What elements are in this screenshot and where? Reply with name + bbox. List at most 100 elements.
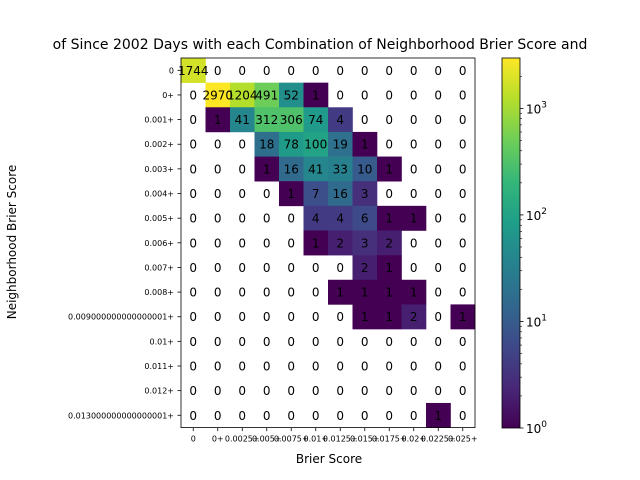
cell-value-label: 0 [459,384,467,398]
cell-value-label: 0 [361,113,369,127]
heatmap-cell [230,107,255,133]
cell-value-label: 7 [312,187,320,201]
cell-value-label: 0 [263,286,271,300]
heatmap-cell [303,205,329,231]
cell-value-label: 0 [410,162,418,176]
cell-value-label: 0 [385,88,393,102]
cell-value-label: 0 [434,212,442,226]
x-tick-label: 0.0075+ [274,435,309,444]
cell-value-label: 0 [434,88,442,102]
cell-value-label: 0 [385,138,393,152]
heatmap-cell [352,205,378,231]
cell-value-label: 3 [361,187,369,201]
cell-value-label: 0 [410,113,418,127]
cell-value-label: 74 [308,113,323,127]
heatmap-cell [279,131,304,157]
cell-value-label: 0 [238,310,246,324]
heatmap-cell [328,230,353,256]
heatmap-cell [181,58,206,83]
cell-value-label: 0 [336,64,344,78]
cell-value-label: 0 [189,236,197,250]
heatmap-cell [254,107,280,133]
cell-value-label: 2 [361,261,369,275]
colorbar-tick-label: 103 [526,100,547,116]
heatmap-cell [377,255,402,281]
y-tick-label: 0.006+ [144,239,174,248]
cell-value-label: 0 [238,236,246,250]
cell-value-label: 0 [459,113,467,127]
cell-value-label: 0 [263,384,271,398]
cell-value-label: 0 [189,360,197,374]
heatmap-cell [352,304,378,330]
cell-value-label: 1 [361,138,369,152]
heatmap-cell [328,205,353,231]
cell-value-label: 10 [357,162,372,176]
y-axis-label: Neighborhood Brier Score [5,165,19,320]
cell-value-label: 1 [385,261,393,275]
cell-value-label: 0 [238,187,246,201]
heatmap-cell [328,279,353,305]
cell-value-label: 0 [312,286,320,300]
cell-value-label: 0 [263,409,271,423]
cell-value-label: 0 [238,335,246,349]
cell-value-label: 0 [238,162,246,176]
cell-value-label: 0 [214,335,222,349]
cell-value-label: 0 [287,236,295,250]
heatmap-cell [279,107,304,133]
cell-value-label: 1 [263,162,271,176]
heatmap-cell [352,230,378,256]
cell-value-label: 1 [385,286,393,300]
cell-value-label: 0 [459,138,467,152]
cell-value-label: 0 [434,138,442,152]
heatmap-cell [279,156,304,182]
y-tick-label: 0.008+ [144,288,174,297]
cell-value-label: 3 [361,236,369,250]
cell-value-label: 0 [434,384,442,398]
cell-value-label: 0 [410,360,418,374]
cell-value-label: 0 [189,187,197,201]
x-tick-label: 0.0025+ [225,435,260,444]
cell-value-label: 78 [284,138,299,152]
cell-value-label: 491 [255,88,278,102]
cell-value-label: 4 [336,113,344,127]
cell-value-label: 0 [361,360,369,374]
cell-value-label: 0 [336,409,344,423]
heatmap-cell [377,279,402,305]
cell-value-label: 0 [263,64,271,78]
cell-value-label: 41 [308,162,323,176]
cell-value-label: 0 [238,212,246,226]
cell-value-label: 0 [214,360,222,374]
cell-value-label: 0 [459,187,467,201]
cell-value-label: 0 [434,335,442,349]
colorbar: 100 101 102 103 [501,57,547,436]
cell-value-label: 0 [410,384,418,398]
cell-value-label: 0 [312,360,320,374]
cell-value-label: 0 [189,138,197,152]
y-tick-label: 0.009000000000000001+ [68,313,174,322]
cell-value-label: 0 [336,384,344,398]
x-tick-label: 0.025+ [448,435,478,444]
cell-value-label: 0 [287,64,295,78]
y-tick-label: 0+ [162,91,174,100]
cell-value-label: 0 [385,335,393,349]
cell-value-label: 0 [287,360,295,374]
cell-value-label: 0 [189,286,197,300]
cell-value-label: 0 [410,236,418,250]
cell-value-label: 1204 [227,88,258,102]
cell-value-label: 0 [214,64,222,78]
cell-value-label: 0 [336,88,344,102]
cell-value-label: 0 [434,236,442,250]
y-tick-label: 0.001+ [144,116,174,125]
cell-value-label: 0 [214,286,222,300]
colorbar-tick-label: 100 [526,420,547,436]
heatmap-cells [181,58,476,428]
cell-value-label: 0 [263,236,271,250]
cell-value-label: 16 [284,162,299,176]
x-tick-label: 0.01+ [303,435,328,444]
cell-value-label: 0 [434,113,442,127]
cell-value-label: 0 [459,212,467,226]
cell-value-label: 0 [214,187,222,201]
cell-value-label: 0 [189,409,197,423]
cell-value-label: 0 [214,138,222,152]
